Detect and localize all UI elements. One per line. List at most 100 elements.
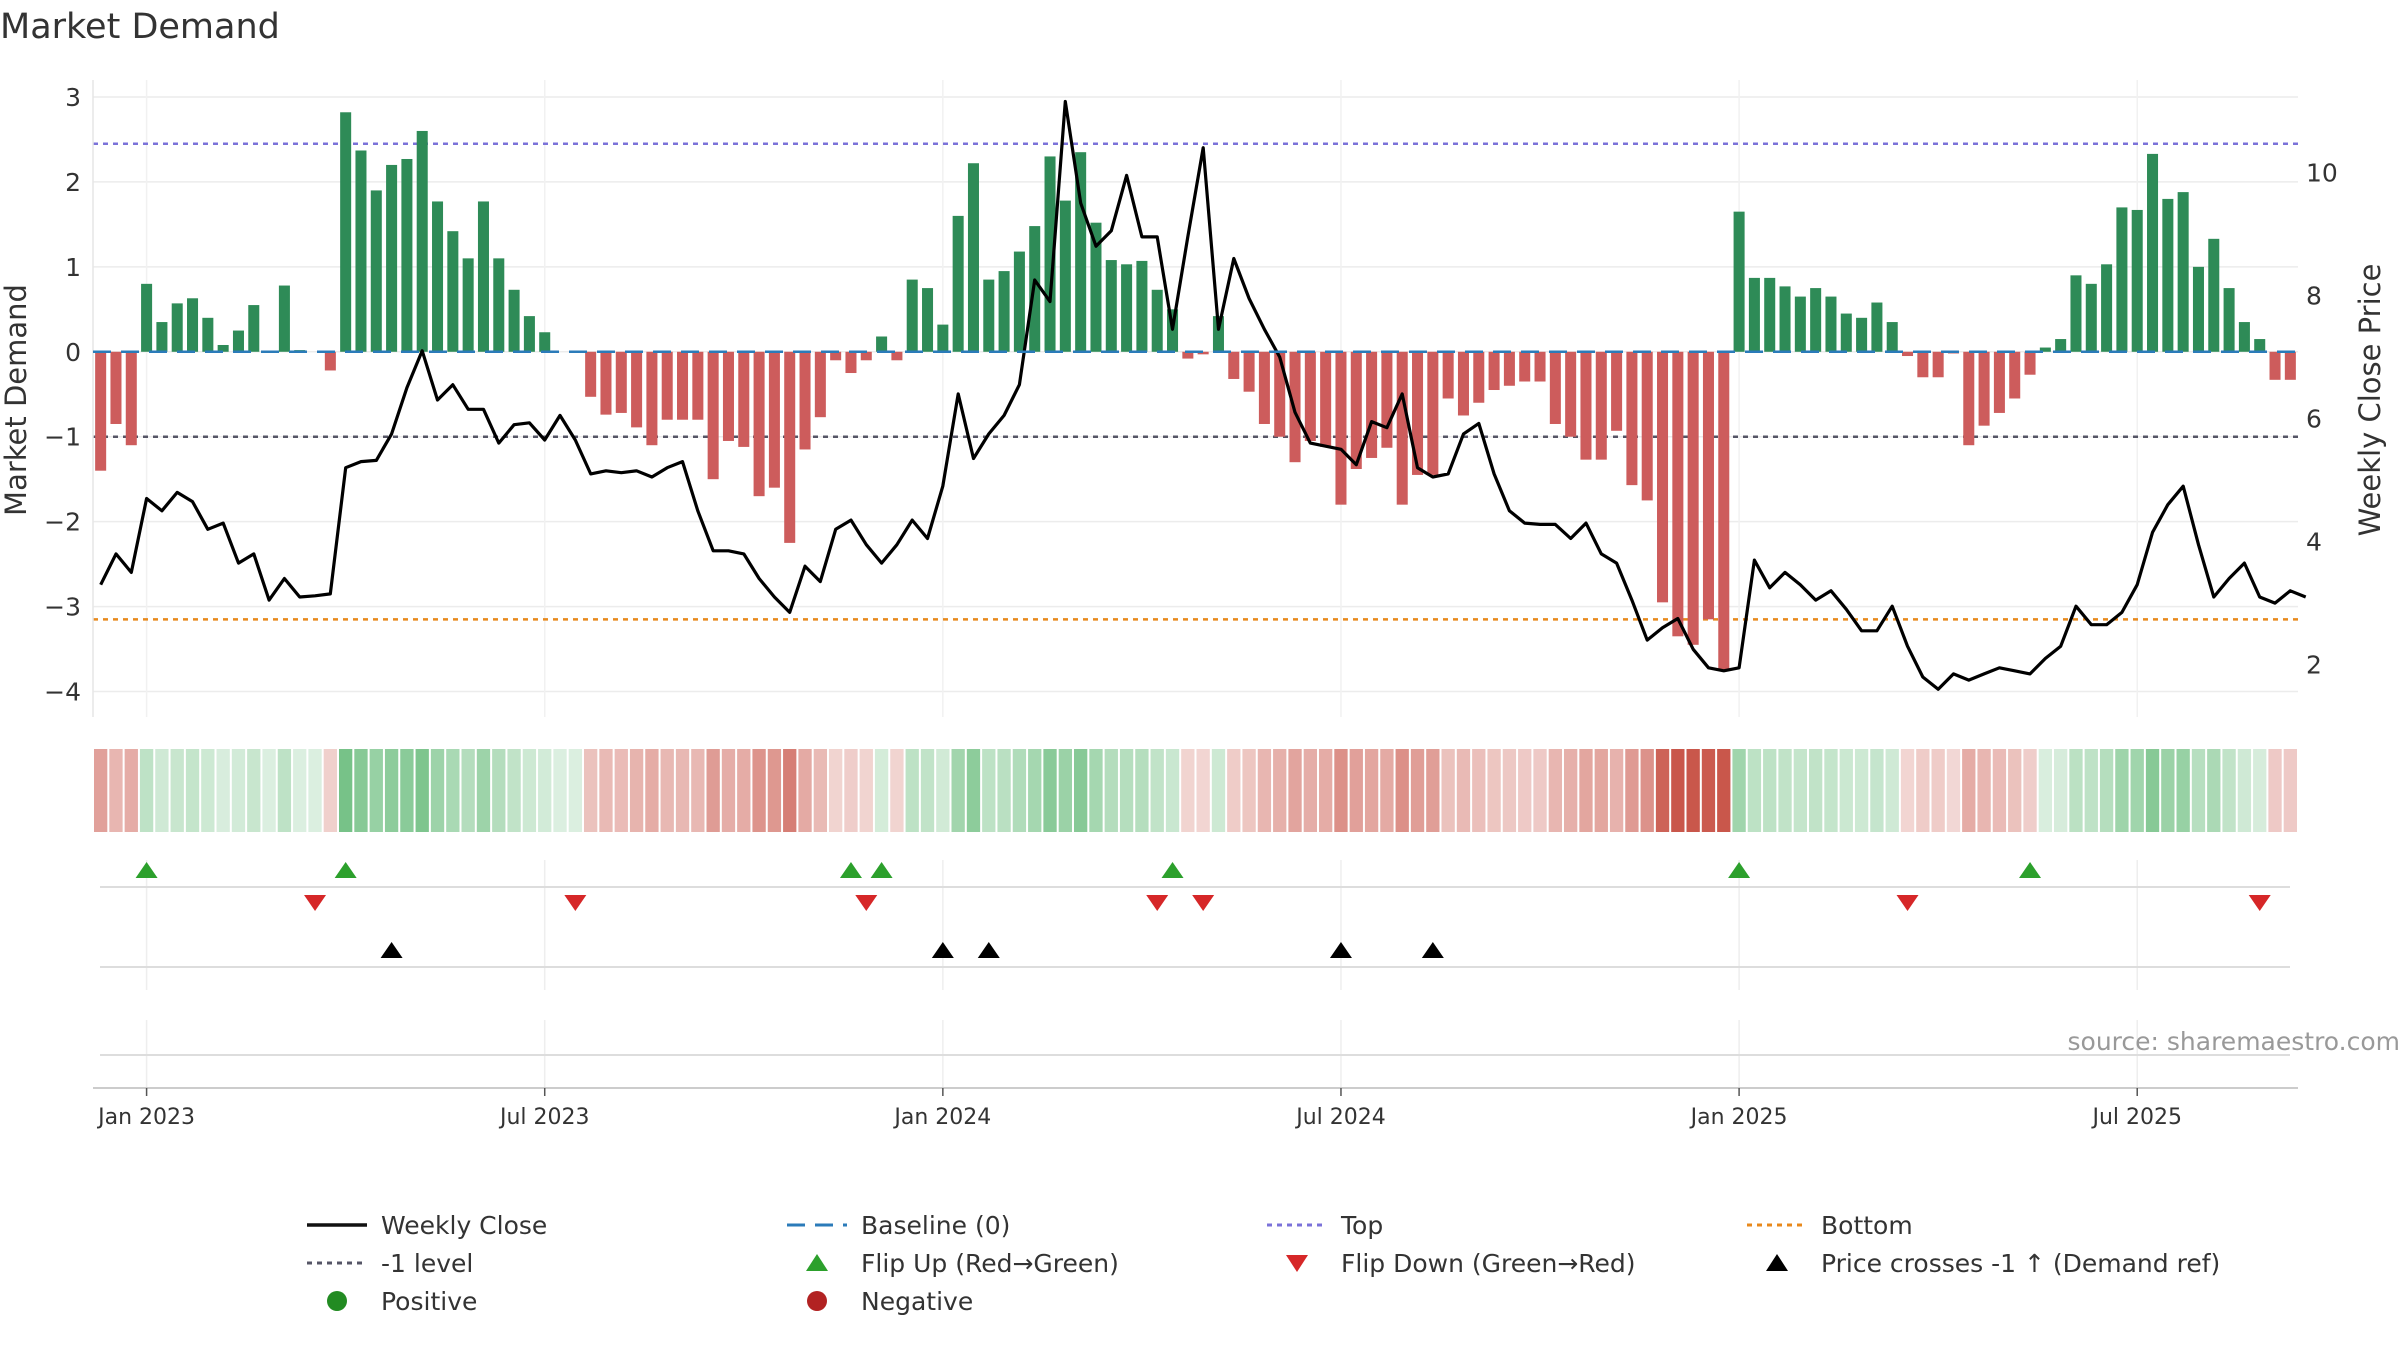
price-cross-marker: [977, 942, 1000, 958]
flip-up-marker: [334, 862, 357, 878]
band-cell: [936, 749, 950, 832]
band-cell: [1043, 749, 1057, 832]
band-cell: [997, 749, 1011, 832]
price-cross-marker: [1329, 942, 1352, 958]
flip-up-marker: [839, 862, 862, 878]
band-cell: [1824, 749, 1838, 832]
band-cell: [1410, 749, 1425, 832]
weekly-close-line: [99, 99, 2307, 691]
band-cell: [1977, 749, 1991, 832]
band-cell: [1257, 749, 1272, 832]
band-cell: [2069, 749, 2083, 832]
demand-bar-negative: [1473, 351, 1485, 403]
demand-bar-positive: [2177, 192, 2189, 352]
x-tick-label: Jan 2023: [96, 1105, 195, 1130]
demand-bar-positive: [1136, 260, 1148, 352]
demand-bars: [95, 112, 2296, 671]
y-axis-right-label: Weekly Close Price: [2353, 264, 2387, 537]
demand-bar-positive: [386, 164, 398, 352]
legend-item-minus-one: -1 level: [305, 1246, 785, 1280]
band-cell: [1334, 749, 1348, 832]
band-cell: [1380, 749, 1394, 832]
demand-bar-positive: [217, 344, 229, 352]
demand-bar-negative: [738, 351, 750, 447]
band-cell: [1074, 749, 1088, 832]
band-cell: [1747, 749, 1762, 832]
band-cell: [1150, 749, 1164, 832]
band-cell: [2237, 749, 2252, 832]
band-cell: [1854, 749, 1869, 832]
demand-bar-negative: [600, 351, 612, 415]
demand-bar-negative: [1304, 351, 1316, 441]
band-cell: [1303, 749, 1317, 832]
flip-up-marker: [2019, 862, 2042, 878]
legend-item-top: Top: [1265, 1208, 1745, 1242]
band-cell: [2115, 749, 2129, 832]
x-tick-label: Jul 2025: [2090, 1105, 2182, 1130]
band-cell: [2023, 749, 2037, 832]
band-cell: [1196, 749, 1210, 832]
demand-bar-negative: [768, 351, 780, 488]
demand-bar-negative: [631, 351, 643, 428]
demand-bar-negative: [615, 351, 627, 413]
demand-bar-positive: [2192, 266, 2204, 352]
band-cell: [1227, 749, 1241, 832]
price-cross-marker: [931, 942, 954, 958]
demand-bar-positive: [340, 112, 352, 352]
band-cell: [1487, 749, 1501, 832]
band-cell: [308, 749, 322, 832]
y-tick-right: 2: [2306, 651, 2322, 680]
y-tick-left: 2: [65, 168, 81, 197]
band-cell: [783, 749, 797, 832]
demand-bar-negative: [2269, 351, 2281, 380]
band-cell: [400, 749, 414, 832]
legend-item-flip-down: Flip Down (Green→Red): [1265, 1246, 1745, 1280]
band-cell: [829, 749, 843, 832]
band-cell: [139, 749, 154, 832]
demand-bar-negative: [722, 351, 734, 441]
band-cell: [1211, 749, 1226, 832]
demand-bar-negative: [1457, 351, 1469, 416]
band-cell: [1564, 749, 1578, 832]
demand-bar-negative: [1258, 351, 1270, 424]
demand-bar-positive: [937, 324, 949, 352]
demand-bar-positive: [1764, 277, 1776, 352]
demand-bar-positive: [2116, 207, 2128, 352]
legend-item-positive: Positive: [305, 1284, 785, 1318]
y-axis-left-label: Market Demand: [0, 284, 33, 516]
band-cell: [2222, 749, 2236, 832]
band-cell: [1181, 749, 1195, 832]
demand-bar-negative: [845, 351, 857, 374]
band-cell: [2161, 749, 2175, 832]
flip-down-marker: [855, 895, 878, 911]
demand-bar-negative: [784, 351, 796, 543]
demand-bar-positive: [1810, 288, 1822, 352]
demand-bar-positive: [1044, 156, 1056, 352]
band-cell: [2008, 749, 2022, 832]
band-cell: [124, 749, 138, 832]
demand-bar-negative: [1641, 351, 1653, 501]
band-cell: [1732, 749, 1746, 832]
demand-bar-negative: [1381, 351, 1393, 448]
demand-bar-positive: [906, 279, 918, 352]
band-cell: [1778, 749, 1792, 832]
demand-bar-negative: [1519, 351, 1531, 382]
band-cell: [568, 749, 582, 832]
band-cell: [231, 749, 246, 832]
legend-glyph-dot: [1267, 1223, 1327, 1227]
demand-bar-positive: [493, 258, 505, 352]
band-cell: [1364, 749, 1379, 832]
band-cell: [767, 749, 782, 832]
band-cell: [1472, 749, 1486, 832]
band-cell: [1640, 749, 1654, 832]
demand-bar-positive: [508, 289, 520, 352]
demand-bar-positive: [2238, 322, 2250, 352]
demand-bar-negative: [1412, 351, 1424, 475]
demand-bar-positive: [1733, 211, 1745, 352]
flip-up-marker: [870, 862, 893, 878]
x-axis: Jan 2023 Jul 2023 Jan 2024 Jul 2024 Jan 2025…: [93, 1087, 2298, 1130]
band-cell: [1717, 749, 1731, 832]
band-cell: [507, 749, 521, 832]
demand-bar-negative: [1611, 351, 1623, 431]
band-cell: [2207, 749, 2221, 832]
